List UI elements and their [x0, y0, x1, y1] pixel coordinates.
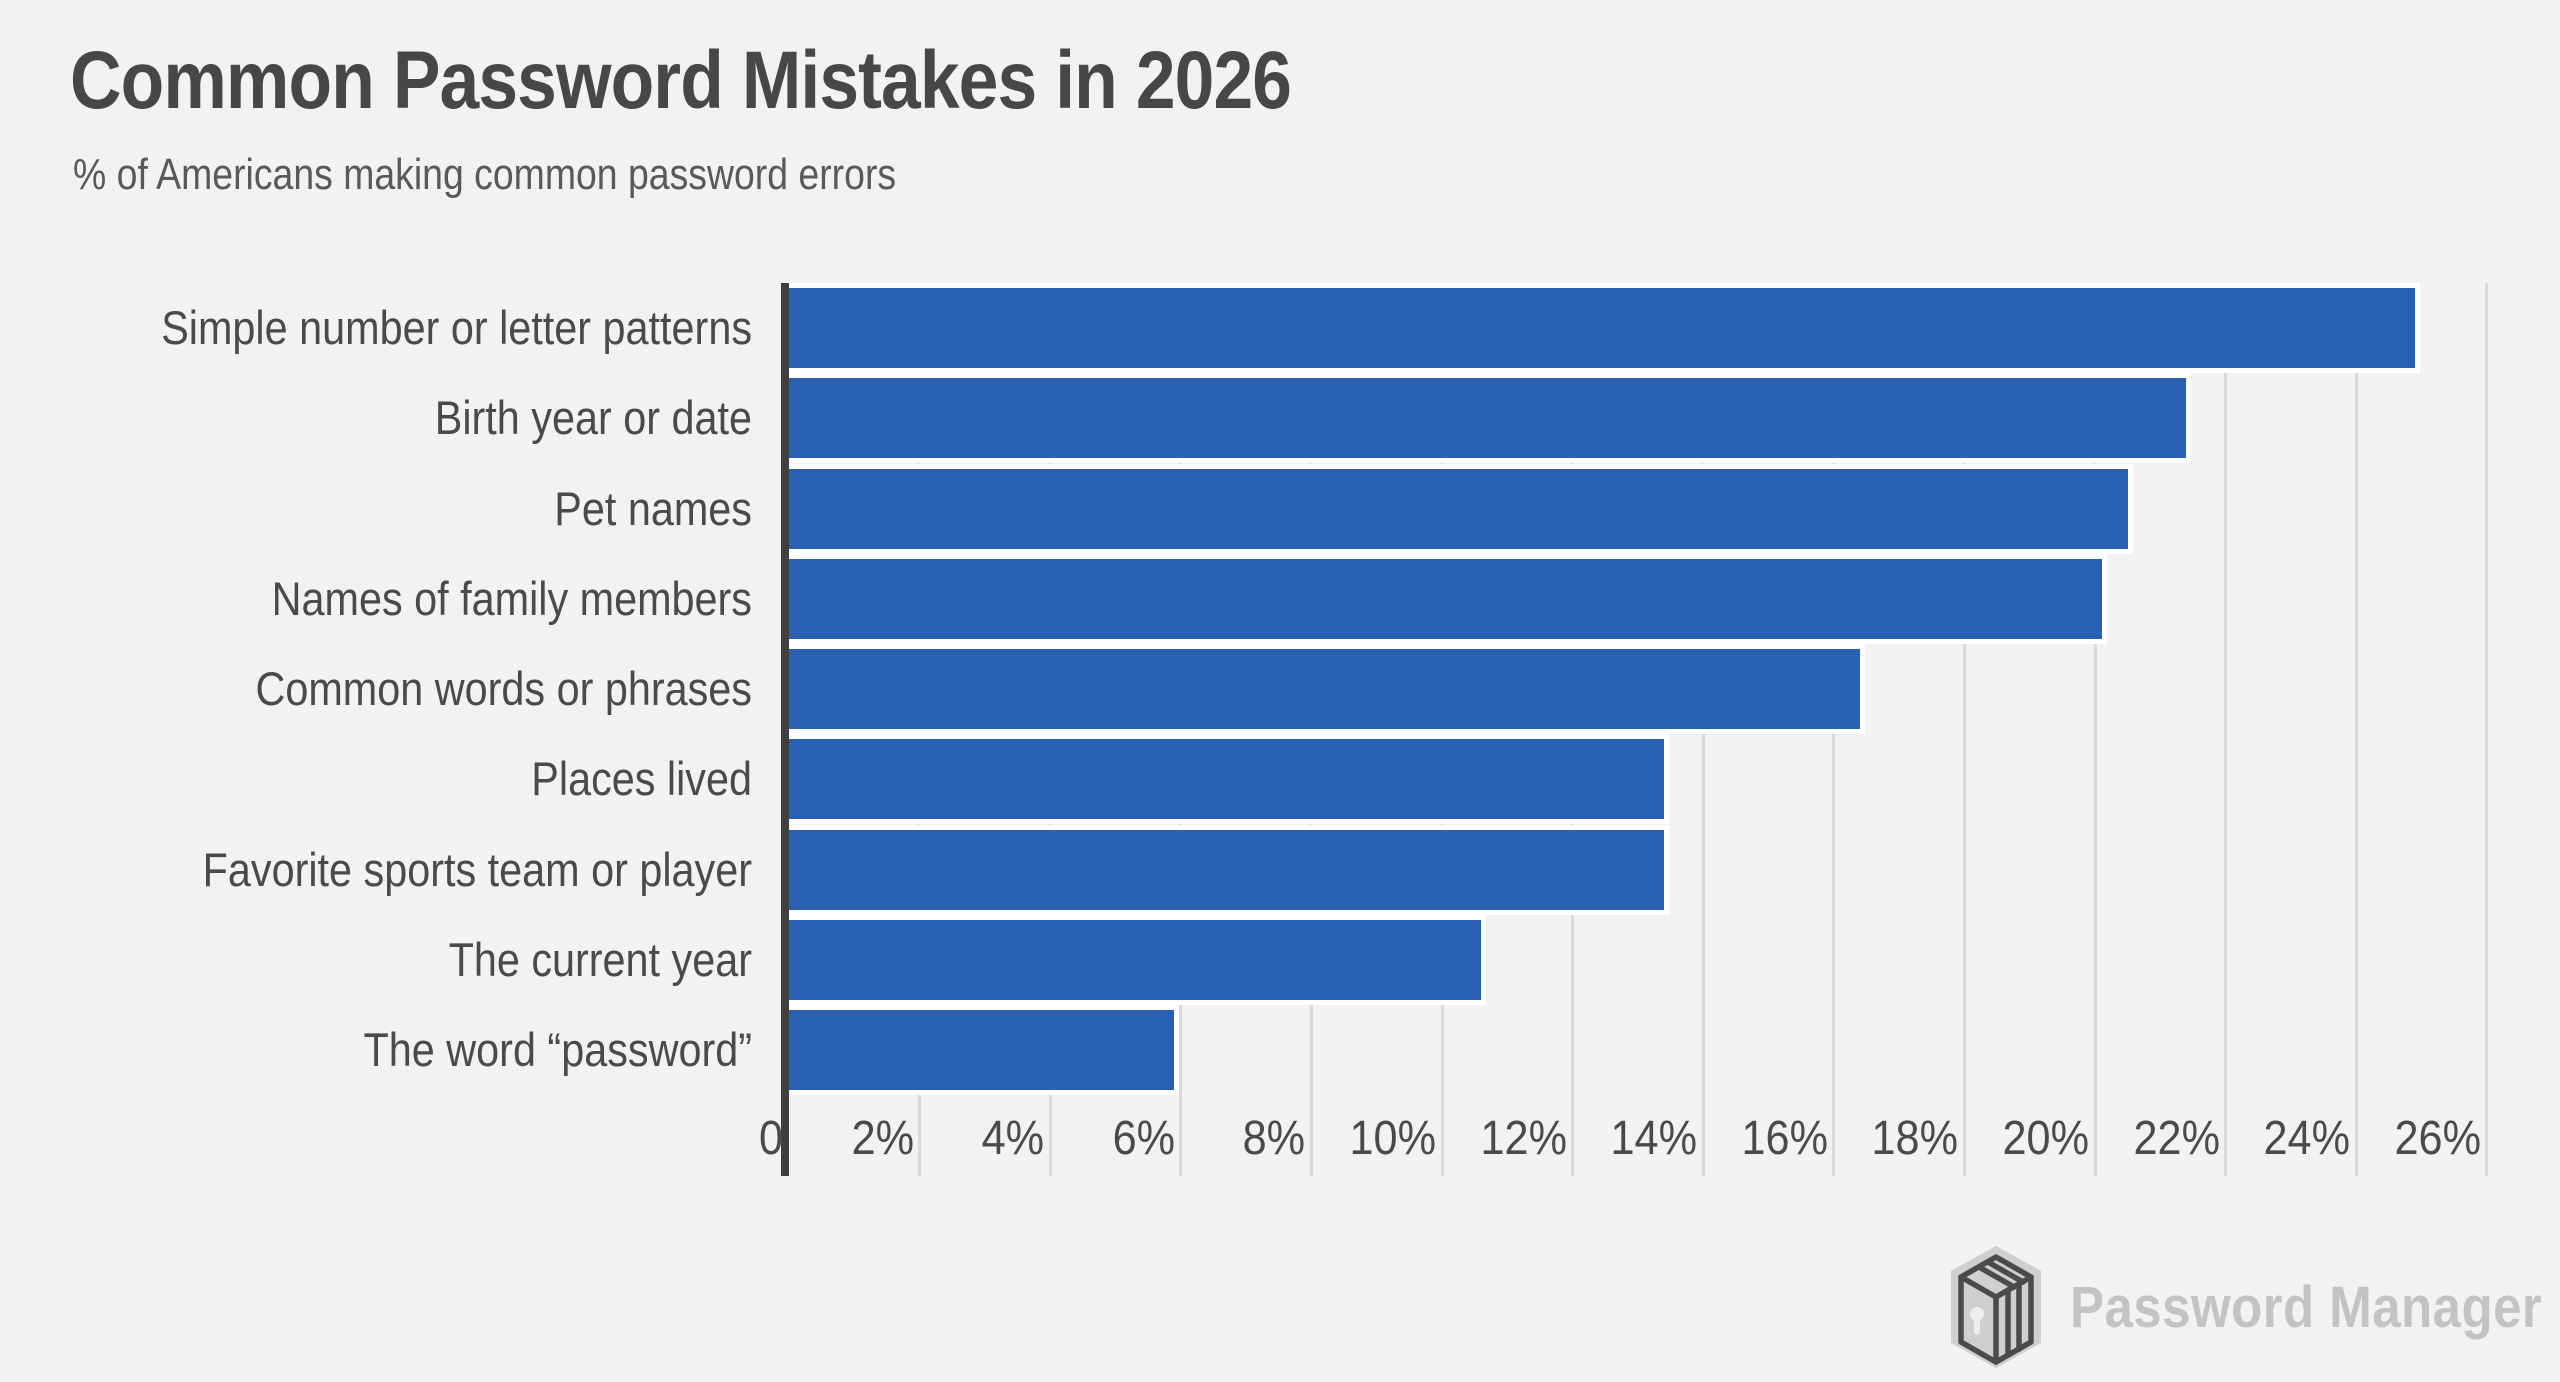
x-gridline [2224, 283, 2228, 1176]
x-tick-label: 12% [1480, 1112, 1567, 1165]
x-tick-label: 2% [851, 1112, 914, 1165]
x-tick-label: 0 [758, 1112, 783, 1165]
category-label-favorite-sports-team-or-player: Favorite sports team or player [202, 842, 752, 896]
x-gridline [2093, 283, 2097, 1176]
chart-subtitle: % of Americans making common password er… [73, 150, 897, 199]
category-label-birth-year-or-date: Birth year or date [434, 391, 752, 445]
category-label-common-words-or-phrases: Common words or phrases [255, 662, 752, 715]
x-tick-label: 26% [2394, 1112, 2481, 1165]
x-gridline [2354, 283, 2358, 1176]
x-tick-label: 24% [2263, 1112, 2351, 1165]
category-label-simple-number-or-letter-patterns: Simple number or letter patterns [161, 301, 752, 354]
keyhole-icon [1970, 1307, 1984, 1335]
bar-the-current-year [789, 914, 1487, 1005]
brand-name: Password Manager [2070, 1274, 2543, 1340]
x-gridline [2485, 283, 2489, 1176]
x-tick-label: 18% [1871, 1112, 1959, 1165]
bar-favorite-sports-team-or-player [789, 824, 1670, 915]
category-label-column: Simple number or letter patterns Birth ye… [0, 283, 752, 1176]
x-gridline [1962, 283, 1966, 1176]
x-tick-label: 20% [2002, 1112, 2089, 1165]
bar-names-of-family-members [789, 553, 2107, 644]
x-tick-label: 22% [2133, 1112, 2220, 1165]
x-tick-label: 6% [1112, 1112, 1175, 1165]
bar-birth-year-or-date [789, 373, 2192, 464]
bar-places-lived [789, 734, 1670, 825]
category-label-names-of-family-members: Names of family members [271, 571, 752, 625]
category-label-places-lived: Places lived [531, 752, 752, 806]
category-label-pet-names: Pet names [554, 481, 752, 535]
x-tick-label: 8% [1242, 1112, 1306, 1165]
password-manager-logo-icon [1951, 1246, 2041, 1368]
brand-footer: Password Manager [1946, 1243, 2560, 1371]
bar-common-words-or-phrases [789, 644, 1865, 734]
category-label-the-word-password: The word “password” [363, 1023, 752, 1076]
x-tick-label: 14% [1610, 1112, 1698, 1165]
x-tick-label: 4% [981, 1112, 1045, 1165]
bar-pet-names [789, 463, 2133, 554]
category-label-the-current-year: The current year [448, 932, 752, 986]
bar-simple-number-or-letter-patterns [789, 283, 2420, 373]
x-tick-label: 10% [1349, 1112, 1436, 1165]
x-tick-label: 16% [1741, 1112, 1828, 1165]
plot-area: 0 2% 4% 6% 8% 10% 12% 14% 16% 18% 20% 22% 24% 26% [759, 283, 2557, 1176]
page-title: Common Password Mistakes in 2026 [70, 35, 1292, 126]
bar-the-word-password [789, 1005, 1180, 1095]
y-axis-line [781, 283, 789, 1176]
